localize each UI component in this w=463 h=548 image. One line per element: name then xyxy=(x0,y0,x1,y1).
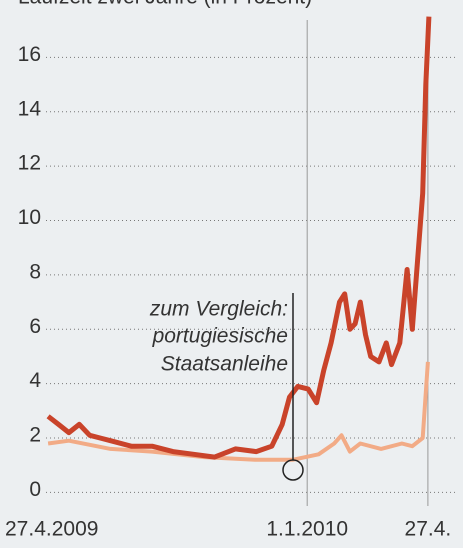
chart-title: Laufzeit zwei Jahre (in Prozent) xyxy=(18,0,312,9)
plot: 0 2 4 6 8 10 12 14 16 27.4.2009 1.1.2010 27.4. xyxy=(5,16,456,541)
y-tick-label: 12 xyxy=(18,152,41,175)
annotation: portugiesische xyxy=(152,325,288,348)
annotation: Staatsanleihe xyxy=(161,353,288,376)
y-tick-label: 6 xyxy=(29,315,41,338)
y-tick-label: 16 xyxy=(18,43,41,66)
line xyxy=(47,361,430,462)
annotation-circle xyxy=(282,459,304,481)
y-tick-label: 2 xyxy=(29,424,41,447)
y-tick-label: 14 xyxy=(18,97,42,120)
y-tick-label: 0 xyxy=(29,478,41,501)
x-tick-label: 27.4.2009 xyxy=(5,518,98,541)
y-tick-label: 8 xyxy=(29,260,41,283)
y-tick-label: 4 xyxy=(29,369,41,392)
annotation: zum Vergleich: xyxy=(149,298,288,321)
x-tick-label: 1.1.2010 xyxy=(266,518,348,541)
x-tick-label: 27.4. xyxy=(405,518,452,541)
line xyxy=(46,16,432,460)
y-tick-label: 10 xyxy=(18,206,41,229)
